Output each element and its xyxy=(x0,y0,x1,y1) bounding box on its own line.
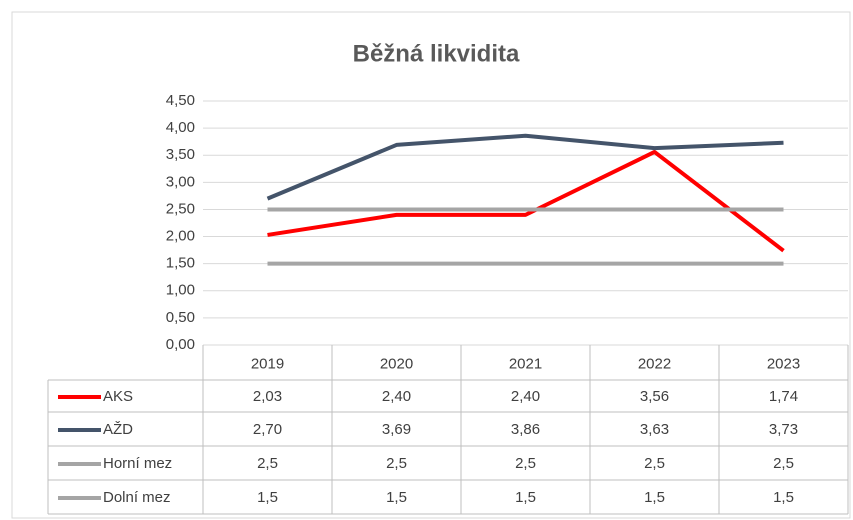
data-label: 2,40 xyxy=(511,388,540,405)
legend-label: AKS xyxy=(103,388,133,405)
legend-label: Dolní mez xyxy=(103,489,171,506)
data-label: 2,5 xyxy=(257,455,278,472)
x-tick-label: 2022 xyxy=(638,355,671,372)
data-label: 2,5 xyxy=(515,455,536,472)
y-tick-label: 3,00 xyxy=(166,173,195,190)
series-line xyxy=(266,133,784,201)
data-label: 2,40 xyxy=(382,388,411,405)
x-tick-label: 2023 xyxy=(767,355,800,372)
y-tick-label: 4,50 xyxy=(166,92,195,109)
x-tick-label: 2019 xyxy=(251,355,284,372)
data-label: 3,86 xyxy=(511,421,540,438)
y-tick-label: 2,50 xyxy=(166,200,195,217)
y-tick-label: 2,00 xyxy=(166,228,195,245)
y-tick-label: 3,50 xyxy=(166,146,195,163)
data-label: 1,5 xyxy=(515,489,536,506)
y-tick-label: 4,00 xyxy=(166,119,195,136)
data-label: 1,74 xyxy=(769,388,798,405)
x-tick-label: 2021 xyxy=(509,355,542,372)
legend-label: AŽD xyxy=(103,421,133,438)
x-tick-label: 2020 xyxy=(380,355,413,372)
chart-title: Běžná likvidita xyxy=(353,40,520,67)
data-label: 2,70 xyxy=(253,421,282,438)
y-tick-label: 1,50 xyxy=(166,255,195,272)
data-label: 3,73 xyxy=(769,421,798,438)
series-line xyxy=(267,149,785,253)
data-label: 3,69 xyxy=(382,421,411,438)
data-label: 3,56 xyxy=(640,388,669,405)
data-label: 2,5 xyxy=(773,455,794,472)
data-label: 1,5 xyxy=(386,489,407,506)
data-label: 2,03 xyxy=(253,388,282,405)
data-label: 2,5 xyxy=(644,455,665,472)
y-tick-label: 0,50 xyxy=(166,309,195,326)
data-label: 3,63 xyxy=(640,421,669,438)
data-label: 2,5 xyxy=(386,455,407,472)
data-label: 1,5 xyxy=(773,489,794,506)
legend-label: Horní mez xyxy=(103,455,172,472)
data-label: 1,5 xyxy=(257,489,278,506)
data-label: 1,5 xyxy=(644,489,665,506)
y-tick-label: 0,00 xyxy=(166,336,195,353)
y-tick-label: 1,00 xyxy=(166,282,195,299)
